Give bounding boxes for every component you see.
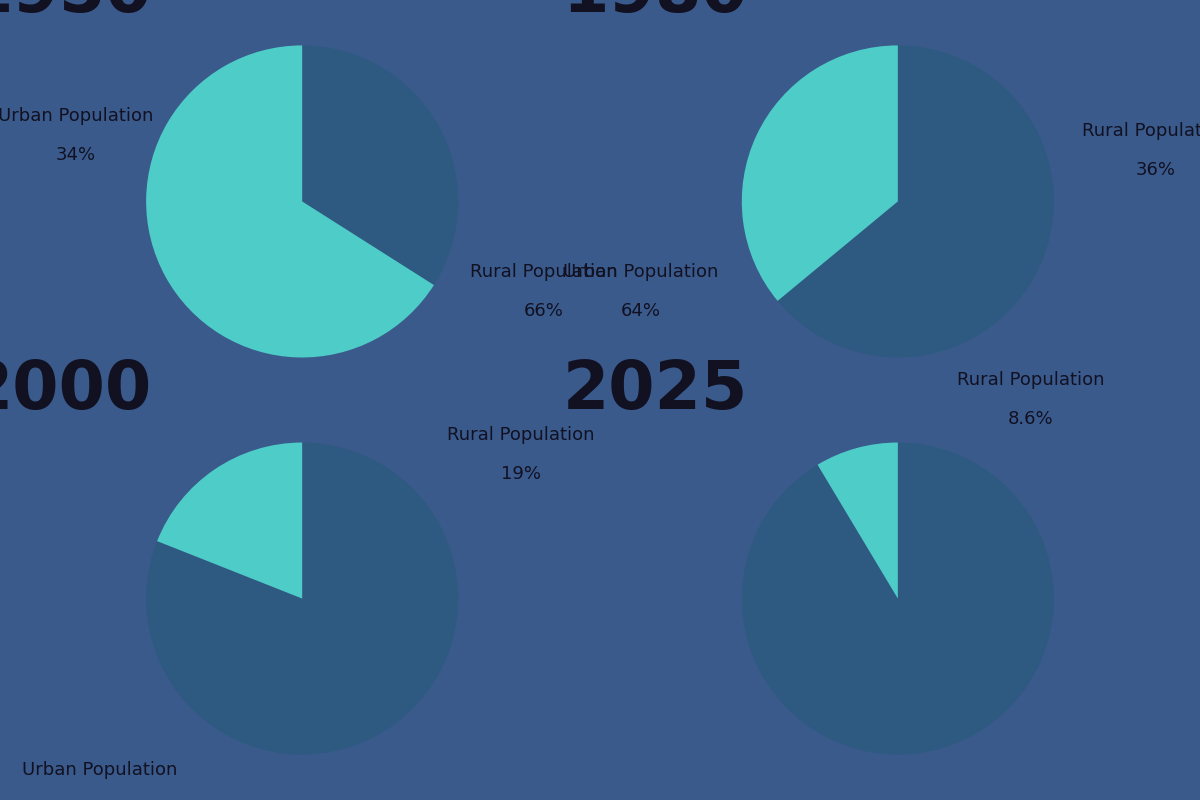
Text: 66%: 66%	[524, 302, 564, 320]
Text: 1980: 1980	[563, 0, 748, 26]
Text: 64%: 64%	[620, 302, 660, 320]
Text: Rural Population: Rural Population	[470, 262, 618, 281]
Wedge shape	[742, 442, 1054, 754]
Text: 8.6%: 8.6%	[1008, 410, 1054, 428]
Wedge shape	[742, 46, 898, 301]
Wedge shape	[817, 442, 898, 598]
Wedge shape	[157, 442, 302, 598]
Text: 2000: 2000	[0, 357, 152, 422]
Text: 1950: 1950	[0, 0, 152, 26]
Wedge shape	[146, 442, 458, 754]
Wedge shape	[778, 46, 1054, 358]
Text: Rural Population: Rural Population	[1081, 122, 1200, 140]
Wedge shape	[302, 46, 458, 285]
Text: 19%: 19%	[500, 465, 541, 482]
Text: Urban Population: Urban Population	[563, 262, 718, 281]
Text: 2025: 2025	[563, 357, 748, 422]
Text: 36%: 36%	[1135, 162, 1175, 179]
Wedge shape	[146, 46, 434, 358]
Text: Urban Population: Urban Population	[22, 761, 178, 779]
Text: 34%: 34%	[56, 146, 96, 164]
Text: Rural Population: Rural Population	[446, 426, 594, 444]
Text: Urban Population: Urban Population	[0, 106, 154, 125]
Text: Rural Population: Rural Population	[956, 371, 1104, 389]
